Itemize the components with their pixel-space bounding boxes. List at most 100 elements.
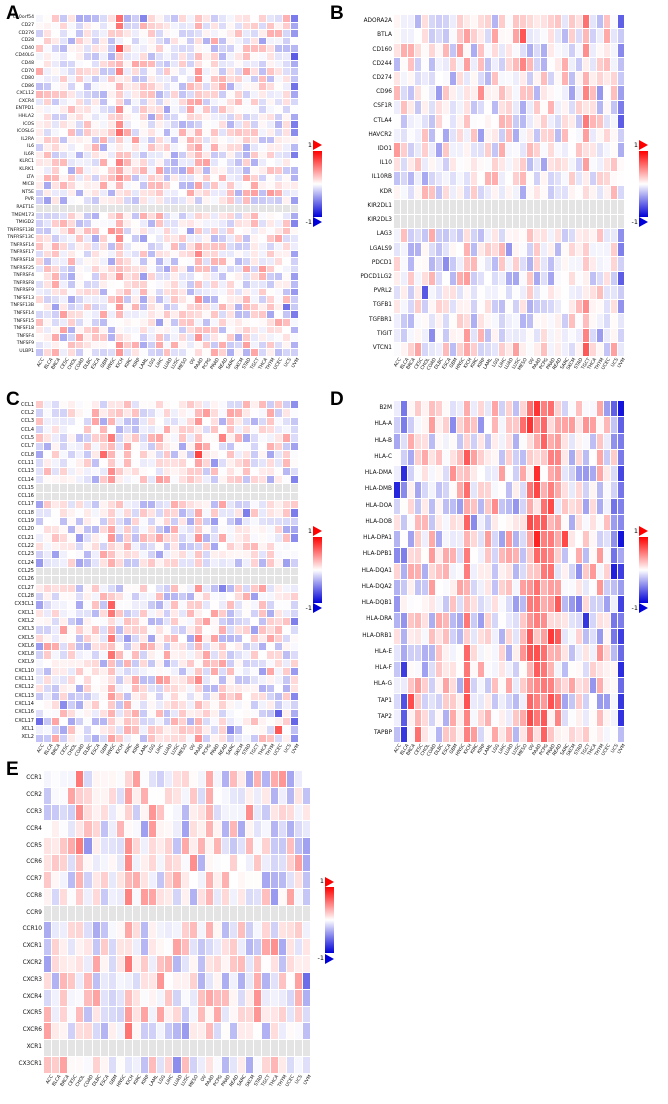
heatmap-cell [51,250,59,258]
heatmap-cell [219,144,227,151]
heatmap-cell [195,220,203,227]
cancer-type-cell: KIRC [470,356,480,382]
heatmap-cell [527,596,533,612]
heatmap-cell [147,626,155,634]
heatmap-cell [590,100,596,114]
heatmap-cell [443,563,449,580]
heatmap-cell [436,271,442,285]
heatmap-cell [499,401,505,417]
heatmap-cell [187,326,195,334]
heatmap-cell [583,401,589,417]
heatmap-cell [107,534,115,542]
heatmap-cell [67,144,75,151]
heatmap-cell [123,717,131,726]
heatmap-cell [213,804,221,821]
heatmap-cell [457,596,463,612]
heatmap-cell [203,401,211,409]
heatmap-cell [67,626,75,634]
heatmap-cell [219,227,227,235]
heatmap-cell [219,709,227,717]
heatmap-cell [131,451,139,459]
gene-label: IL2RA [21,136,34,142]
cancer-type-cell: LIHC [155,356,166,382]
heatmap-cell [541,726,547,742]
heatmap-cell [436,482,442,498]
heatmap-cell [243,75,251,83]
heatmap-cell [203,684,211,692]
heatmap-cell [457,628,463,645]
heatmap-cell [259,273,267,280]
heatmap-cell [471,15,477,29]
heatmap-cell [163,182,171,189]
heatmap-cell [99,659,107,667]
heatmap-cell [187,509,195,517]
heatmap-cell [75,204,83,212]
heatmap-cell [251,151,259,159]
heatmap-cell [123,617,131,626]
heatmap-cell [163,592,171,601]
heatmap-cell [171,651,179,659]
heatmap-cell [171,609,179,617]
heatmap-cell [108,787,116,804]
heatmap-cell [171,144,179,151]
gene-label: NT5E [21,189,34,195]
heatmap-cell [203,651,211,659]
heatmap-cell [83,159,91,166]
heatmap-cell [436,157,442,171]
heatmap-cell [227,311,235,318]
heatmap-cell [450,726,456,742]
heatmap-cell [569,401,575,417]
heatmap-cell [283,128,291,136]
heatmap-cell [243,434,251,442]
heatmap-cell [131,280,139,288]
heatmap-cell [450,547,456,563]
heatmap-cell [219,717,227,726]
heatmap-cell [115,303,123,311]
heatmap-cell [267,212,275,220]
heatmap-cell [171,45,179,52]
heatmap-cell [131,659,139,667]
heatmap-cell [124,787,132,804]
heatmap-cell [155,526,163,534]
heatmap-cell [139,534,147,542]
gene-label: HLA-E [374,648,392,655]
heatmap-cell [283,60,291,68]
heatmap-cell [155,265,163,273]
heatmap-cell [131,166,139,174]
heatmap-cell [534,100,540,114]
heatmap-cell [254,787,262,804]
heatmap-cell [227,559,235,567]
gene-label: KIR2DL3 [367,217,392,224]
heatmap-cell [590,86,596,100]
heatmap-cell [429,328,435,342]
heatmap-cell [75,220,83,227]
heatmap-cell [235,212,243,220]
heatmap-cell [235,659,243,667]
heatmap-cell [75,30,83,37]
heatmap-cell [562,314,568,328]
heatmap-cell [171,726,179,734]
heatmap-cell [569,271,575,285]
heatmap-cell [36,90,43,98]
heatmap-cell [534,200,540,214]
heatmap-cell [107,106,115,113]
heatmap-cell [251,182,259,189]
heatmap-cell [597,645,603,661]
heatmap-cell [457,661,463,677]
heatmap-cell [43,303,51,311]
heatmap-cell [506,645,512,661]
heatmap-cell [51,280,59,288]
heatmap-cell [408,417,414,433]
heatmap-cell [171,341,179,349]
heatmap-cell [464,694,470,710]
heatmap-cell [527,661,533,677]
heatmap-cell [36,417,43,426]
heatmap-cell [211,220,219,227]
heatmap-cell [76,838,84,855]
heatmap-cell [235,182,243,189]
heatmap-cell [36,717,43,726]
heatmap-cell [235,617,243,626]
heatmap-cell [195,626,203,634]
heatmap-cell [283,37,291,45]
heatmap-cell [534,710,540,726]
